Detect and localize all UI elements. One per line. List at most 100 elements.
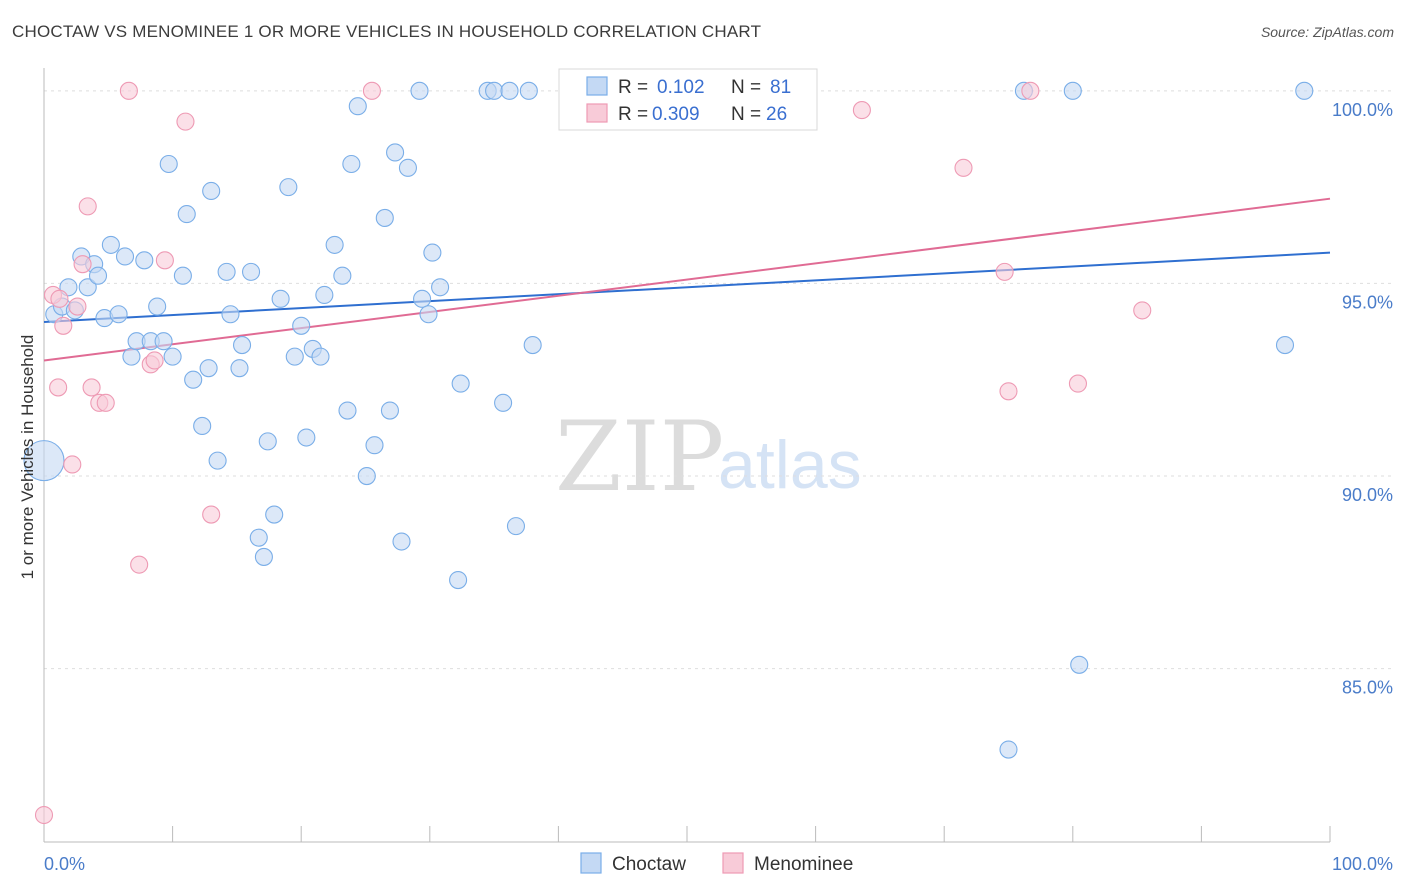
choctaw-point <box>500 81 519 100</box>
choctaw-point <box>154 332 173 351</box>
series-legend: Choctaw Menominee <box>580 852 853 875</box>
choctaw-point <box>365 436 384 455</box>
y-tick-label: 85.0% <box>1342 678 1393 698</box>
choctaw-point <box>208 451 227 470</box>
trend-lines <box>43 197 1331 362</box>
choctaw-point <box>494 393 513 412</box>
y-tick-label: 100.0% <box>1332 100 1393 120</box>
choctaw-point <box>109 305 128 324</box>
choctaw-point <box>380 401 399 420</box>
legend-r-label-2: R = <box>618 104 648 125</box>
legend-n-label-2: N = <box>731 104 761 125</box>
menominee-point <box>145 351 164 370</box>
menominee-point <box>68 297 87 316</box>
choctaw-point <box>342 154 361 174</box>
legend-r-value-2: 0.309 <box>652 104 700 125</box>
menominee-point <box>49 378 68 397</box>
choctaw-point <box>279 178 298 197</box>
choctaw-point <box>193 416 212 436</box>
choctaw-point <box>506 517 526 536</box>
choctaw-point <box>357 466 376 486</box>
menominee-point <box>155 251 174 270</box>
choctaw-point <box>398 158 417 177</box>
menominee-point <box>1133 301 1152 320</box>
choctaw-point <box>519 81 538 100</box>
choctaw-point <box>148 297 167 316</box>
choctaw-point <box>199 359 218 378</box>
menominee-trend-line <box>43 197 1331 362</box>
choctaw-point <box>221 305 240 324</box>
choctaw-point <box>122 347 141 366</box>
choctaw-point <box>315 285 334 305</box>
choctaw-point <box>241 262 261 281</box>
choctaw-point <box>1070 655 1089 674</box>
menominee-point <box>362 81 381 100</box>
bottom-legend-label-choctaw: Choctaw <box>612 854 686 875</box>
choctaw-point <box>184 370 203 389</box>
bottom-legend-swatch-choctaw <box>580 852 602 874</box>
choctaw-point <box>101 235 120 254</box>
legend-r-value-1: 0.102 <box>657 77 705 98</box>
choctaw-point <box>177 205 196 224</box>
choctaw-point <box>1063 81 1082 100</box>
legend-n-value-2: 26 <box>766 104 787 125</box>
choctaw-point <box>311 347 330 366</box>
choctaw-point <box>271 289 290 308</box>
x-tick-label-max: 100.0% <box>1332 854 1393 874</box>
choctaw-point <box>292 316 311 335</box>
menominee-point <box>954 158 973 177</box>
menominee-point <box>73 255 92 274</box>
watermark-zip: ZIP <box>555 401 724 513</box>
legend-swatch-menominee <box>586 103 608 123</box>
menominee-point <box>202 505 221 524</box>
choctaw-point <box>1275 336 1295 355</box>
choctaw-point <box>523 336 542 355</box>
choctaw-point <box>419 305 438 324</box>
menominee-point <box>96 393 115 412</box>
choctaw-point <box>325 235 344 254</box>
legend-r-label-1: R = <box>618 77 648 98</box>
y-tick-label: 95.0% <box>1342 292 1393 312</box>
choctaw-point <box>202 181 221 201</box>
bottom-legend-label-menominee: Menominee <box>754 854 853 875</box>
choctaw-point <box>333 266 352 285</box>
choctaw-point <box>254 547 273 566</box>
menominee-point <box>78 197 97 216</box>
menominee-point <box>1021 81 1040 100</box>
menominee-point <box>63 455 82 474</box>
choctaw-point <box>163 347 182 366</box>
correlation-legend: R = 0.102 N = 81 R = 0.309 N = 26 <box>558 68 818 131</box>
menominee-point <box>119 81 138 100</box>
choctaw-point <box>386 143 405 162</box>
choctaw-trend-line <box>43 251 1331 323</box>
choctaw-point <box>173 266 192 285</box>
menominee-point <box>176 112 195 131</box>
choctaw-point <box>999 740 1018 759</box>
choctaw-point <box>348 97 367 116</box>
choctaw-point <box>451 374 470 393</box>
choctaw-point <box>230 359 249 378</box>
choctaw-point <box>258 432 277 451</box>
choctaw-point <box>1295 81 1314 100</box>
choctaw-point <box>449 570 468 590</box>
choctaw-point <box>413 289 432 308</box>
choctaw-point <box>285 347 304 366</box>
watermark-atlas: atlas <box>718 427 862 503</box>
choctaw-point <box>23 440 65 482</box>
choctaw-point <box>392 532 411 551</box>
source-credit: Source: ZipAtlas.com <box>1260 24 1394 40</box>
choctaw-point <box>297 428 316 447</box>
data-points <box>23 81 1314 825</box>
choctaw-point <box>423 243 442 262</box>
bottom-legend-swatch-menominee <box>722 852 744 874</box>
menominee-point <box>852 101 871 120</box>
choctaw-point <box>232 336 252 355</box>
choctaw-point <box>249 528 268 547</box>
legend-n-value-1: 81 <box>770 77 791 98</box>
choctaw-point <box>115 247 135 266</box>
choctaw-point <box>78 278 97 297</box>
legend-n-label-1: N = <box>731 77 761 98</box>
choctaw-point <box>217 262 236 281</box>
chart-title: CHOCTAW VS MENOMINEE 1 OR MORE VEHICLES … <box>12 22 762 41</box>
